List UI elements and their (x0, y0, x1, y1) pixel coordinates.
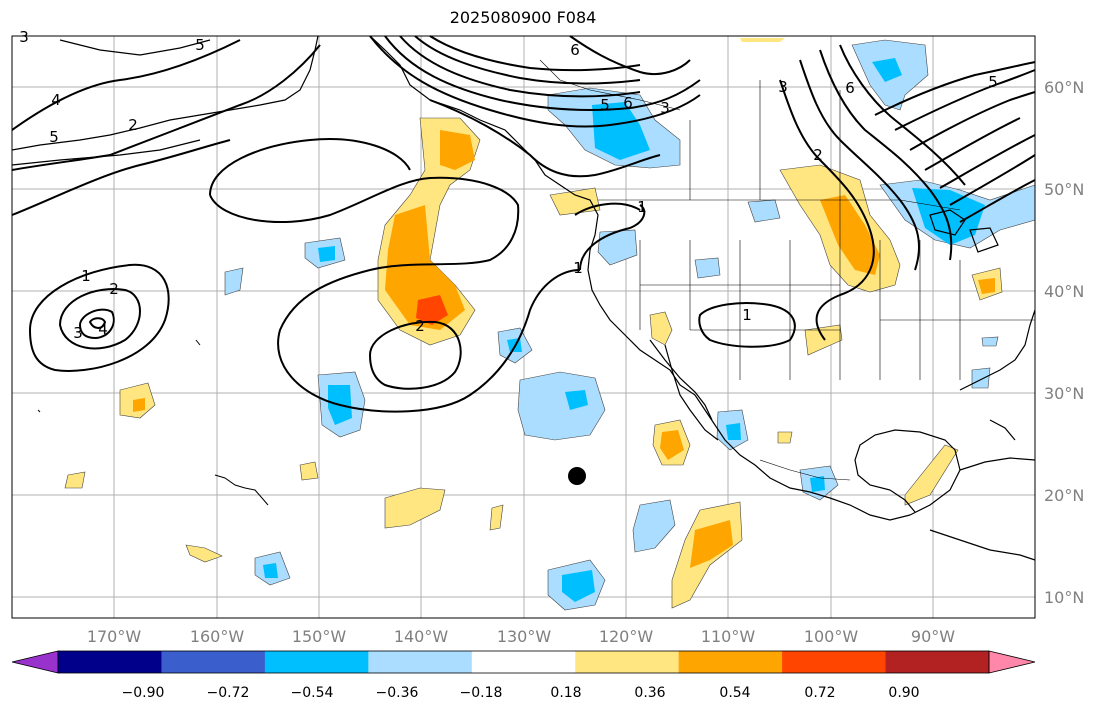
colorbar-arrow-left (11, 650, 59, 674)
colorbar-tick-label: −0.54 (291, 685, 334, 701)
contour-label: 5 (600, 96, 610, 114)
colorbar-segment (782, 651, 887, 673)
contour-label: 1 (637, 198, 647, 216)
lat-tick-label: 30°N (1044, 384, 1084, 403)
contour-label: 1 (81, 267, 91, 285)
colorbar-segment (575, 651, 680, 673)
lat-tick-label: 60°N (1044, 78, 1084, 97)
contour-label: 6 (845, 79, 855, 97)
colorbar-segment (471, 651, 576, 673)
contour-label: 6 (623, 94, 633, 112)
lon-tick-label: 120°W (599, 627, 654, 646)
colorbar-segment (678, 651, 783, 673)
contour-label: 3 (778, 78, 788, 96)
map-title: 2025080900 F084 (449, 8, 597, 27)
lon-tick-label: 150°W (292, 627, 347, 646)
colorbar-segment (368, 651, 473, 673)
colorbar-tick-label: 0.18 (550, 685, 581, 701)
lon-tick-label: 170°W (87, 627, 142, 646)
colorbar-tick-label: −0.90 (122, 685, 165, 701)
marker-dot (568, 467, 586, 485)
lon-tick-label: 100°W (804, 627, 859, 646)
lon-tick-label: 90°W (911, 627, 955, 646)
contour-label: 1 (742, 306, 752, 324)
colorbar: −0.90 −0.72 −0.54 −0.36 −0.18 0.18 0.36 … (11, 650, 1036, 701)
gridlines (12, 36, 1035, 618)
political-borders (539, 59, 1035, 481)
colorbar-tick-label: 0.54 (719, 685, 750, 701)
colorbar-arrow-right (988, 650, 1036, 674)
colorbar-tick-label: 0.72 (804, 685, 835, 701)
contour-label: 6 (570, 41, 580, 59)
colorbar-segments (58, 651, 990, 673)
lon-tick-label: 130°W (497, 627, 552, 646)
contour-label: 5 (988, 73, 998, 91)
colorbar-tick-labels: −0.90 −0.72 −0.54 −0.36 −0.18 0.18 0.36 … (122, 685, 920, 701)
lon-tick-label: 110°W (701, 627, 756, 646)
lon-axis-labels: 170°W 160°W 150°W 140°W 130°W 120°W 110°… (87, 627, 955, 646)
lat-axis-labels: 60°N 50°N 40°N 30°N 20°N 10°N (1044, 78, 1084, 607)
contour-label: 2 (813, 146, 823, 164)
lat-tick-label: 20°N (1044, 486, 1084, 505)
contour-label: 4 (51, 91, 61, 109)
contour-label: 5 (49, 128, 59, 146)
contours (11, 35, 1036, 413)
contour-label: 1 (573, 259, 583, 277)
lon-tick-label: 140°W (394, 627, 449, 646)
contour-label: 2 (128, 116, 138, 134)
contour-label: 3 (73, 324, 83, 342)
colorbar-tick-label: 0.90 (888, 685, 919, 701)
lat-tick-label: 40°N (1044, 282, 1084, 301)
colorbar-tick-label: −0.36 (376, 685, 419, 701)
coastlines (11, 35, 1036, 561)
contour-label: 3 (19, 28, 29, 46)
islands (37, 339, 269, 506)
contour-label-group: 1 2 3 4 5 6 1 2 3 4 5 6 1 2 3 5 6 5 1 2 … (19, 28, 998, 342)
contour-label: 4 (98, 320, 108, 338)
contour-label: 5 (195, 36, 205, 54)
map-panel: 1 2 3 4 5 6 1 2 3 4 5 6 1 2 3 5 6 5 1 2 … (11, 28, 1036, 619)
contour-label: 2 (415, 317, 425, 335)
colorbar-segment (885, 651, 990, 673)
colorbar-segment (58, 651, 162, 673)
lon-tick-label: 160°W (190, 627, 245, 646)
contour-label: 2 (109, 280, 119, 298)
colorbar-tick-label: −0.72 (207, 685, 250, 701)
colorbar-tick-label: 0.36 (634, 685, 665, 701)
colorbar-tick-label: −0.18 (460, 685, 503, 701)
lat-tick-label: 50°N (1044, 180, 1084, 199)
colorbar-segment (264, 651, 369, 673)
contour-label: 3 (660, 99, 670, 117)
lat-tick-label: 10°N (1044, 588, 1084, 607)
colorbar-segment (161, 651, 266, 673)
